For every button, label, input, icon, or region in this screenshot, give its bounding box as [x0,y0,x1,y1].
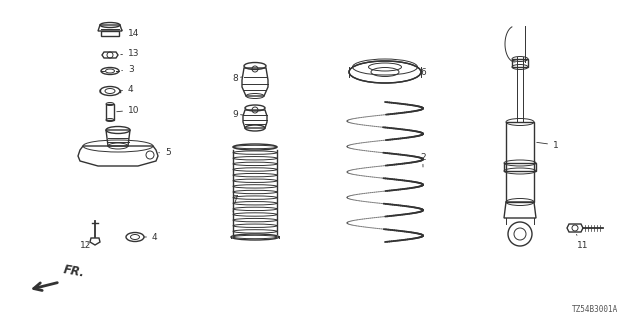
Text: 6: 6 [420,68,426,76]
Text: 4: 4 [120,84,134,93]
Text: 4: 4 [144,233,157,242]
Text: 5: 5 [159,148,171,156]
Text: 10: 10 [116,106,140,115]
Text: 12: 12 [80,241,92,250]
Text: 8: 8 [232,74,242,83]
Text: 9: 9 [232,109,243,118]
Text: 7: 7 [232,196,237,212]
Text: 14: 14 [122,28,140,37]
Text: 3: 3 [122,65,134,74]
Text: TZ54B3001A: TZ54B3001A [572,306,618,315]
Text: 11: 11 [577,234,589,250]
Text: 13: 13 [121,49,140,58]
Text: 1: 1 [537,140,559,149]
Text: FR.: FR. [62,263,86,280]
Text: 2: 2 [420,153,426,167]
